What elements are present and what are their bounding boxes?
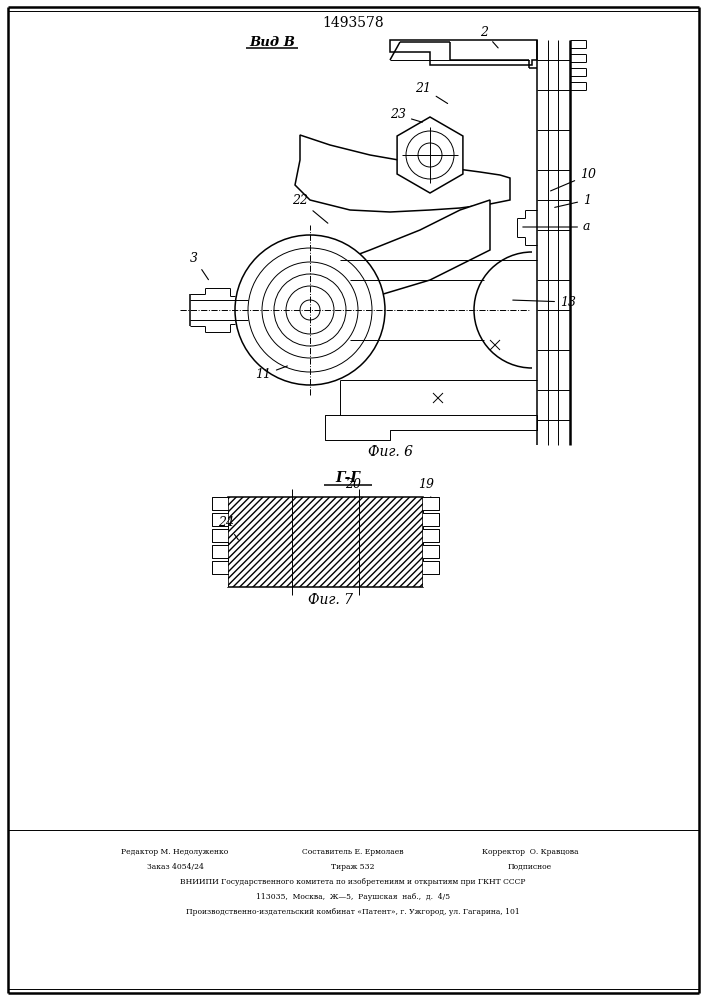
Text: 19: 19 [418,479,434,497]
Text: 113035,  Москва,  Ж—5,  Раушская  наб.,  д.  4/5: 113035, Москва, Ж—5, Раушская наб., д. 4… [256,893,450,901]
Text: 23: 23 [390,108,422,122]
Text: 21: 21 [415,82,448,104]
Text: 13: 13 [513,296,576,308]
Text: Подписное: Подписное [508,863,552,871]
Text: 24: 24 [218,516,238,540]
Text: Редактор М. Недолуженко: Редактор М. Недолуженко [122,848,228,856]
Text: 2: 2 [480,25,498,48]
Bar [212,497,228,587]
Text: 3: 3 [190,251,209,280]
Text: Тираж 532: Тираж 532 [332,863,375,871]
Text: 1: 1 [555,194,591,207]
Circle shape [418,143,442,167]
Circle shape [262,262,358,358]
Text: 22: 22 [292,194,328,223]
Text: 20: 20 [345,479,361,497]
Polygon shape [295,135,510,212]
Circle shape [274,274,346,346]
Circle shape [300,300,320,320]
Polygon shape [390,40,537,65]
Text: Фиг. 7: Фиг. 7 [308,593,353,607]
Circle shape [235,235,385,385]
Text: ВНИИПИ Государственного комитета по изобретениям и открытиям при ГКНТ СССР: ВНИИПИ Государственного комитета по изоб… [180,878,526,886]
Circle shape [286,286,334,334]
Polygon shape [280,200,490,310]
Text: Заказ 4054/24: Заказ 4054/24 [146,863,204,871]
Text: Г-Г: Г-Г [336,471,361,485]
Text: Фиг. 6: Фиг. 6 [368,445,412,459]
Text: Составитель Е. Ермолаев: Составитель Е. Ермолаев [302,848,404,856]
Circle shape [248,248,372,372]
Text: Производственно-издательский комбинат «Патент», г. Ужгород, ул. Гагарина, 101: Производственно-издательский комбинат «П… [186,908,520,916]
Polygon shape [397,117,463,193]
Text: 11: 11 [255,366,288,381]
Text: a: a [522,221,590,233]
Text: Вид В: Вид В [249,35,295,48]
Bar [423,497,439,587]
Text: 1493578: 1493578 [322,16,384,30]
Text: Корректор  О. Кравцова: Корректор О. Кравцова [481,848,578,856]
Text: 10: 10 [551,168,596,191]
Bar [228,497,423,587]
Circle shape [406,131,454,179]
